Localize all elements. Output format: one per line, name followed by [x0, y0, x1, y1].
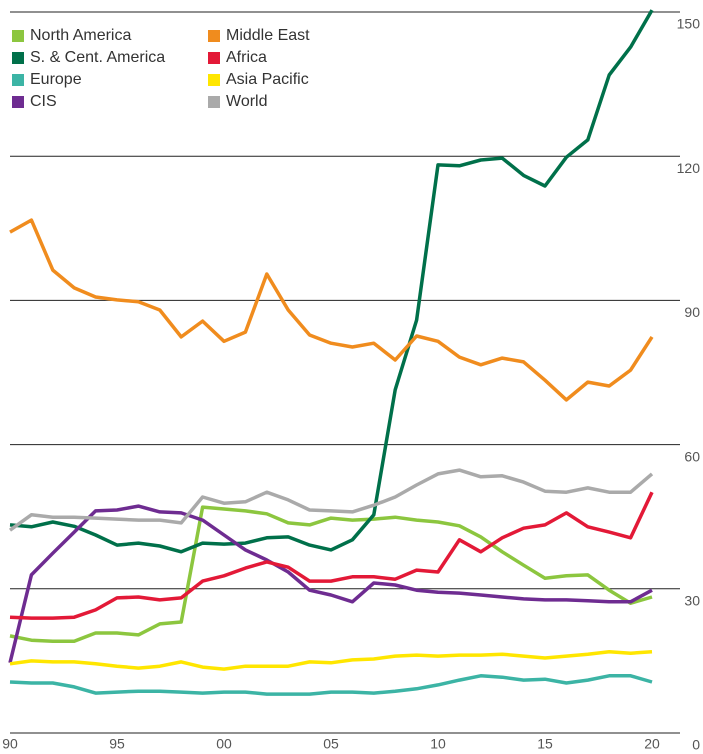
series-line: [9, 491, 654, 620]
legend-swatch: [208, 30, 220, 42]
legend-swatch: [208, 74, 220, 86]
x-tick-label: 00: [216, 736, 232, 752]
series-line: [9, 505, 653, 643]
legend-label: North America: [30, 27, 131, 44]
series-line: [9, 650, 653, 671]
legend-swatch: [12, 96, 24, 108]
legend-label: S. & Cent. America: [30, 49, 165, 66]
x-tick-label: 10: [430, 736, 446, 752]
series-line: [9, 674, 653, 696]
series-line: [8, 504, 653, 664]
y-tick-label: 120: [677, 160, 701, 176]
y-tick-label: 90: [684, 304, 700, 320]
x-tick-label: 15: [537, 736, 553, 752]
x-tick-label: 20: [644, 736, 660, 752]
legend-label: Asia Pacific: [226, 71, 309, 88]
x-tick-label: 90: [2, 736, 18, 752]
y-tick-label: 60: [684, 448, 700, 464]
series-line: [9, 9, 654, 554]
legend-label: Europe: [30, 71, 82, 88]
legend-label: Middle East: [226, 27, 310, 44]
y-tick-label: 30: [684, 593, 700, 609]
legend-label: World: [226, 93, 268, 110]
x-tick-label: 95: [109, 736, 125, 752]
y-tick-label: 150: [677, 16, 701, 32]
x-tick-label: 05: [323, 736, 339, 752]
legend-swatch: [208, 52, 220, 64]
y-tick-label: 0: [692, 737, 700, 753]
legend-swatch: [12, 30, 24, 42]
legend-label: Africa: [226, 49, 267, 66]
legend-swatch: [12, 52, 24, 64]
legend-label: CIS: [30, 93, 57, 110]
legend-swatch: [208, 96, 220, 108]
series-line: [8, 468, 654, 532]
legend-swatch: [12, 74, 24, 86]
series-line: [9, 218, 654, 402]
